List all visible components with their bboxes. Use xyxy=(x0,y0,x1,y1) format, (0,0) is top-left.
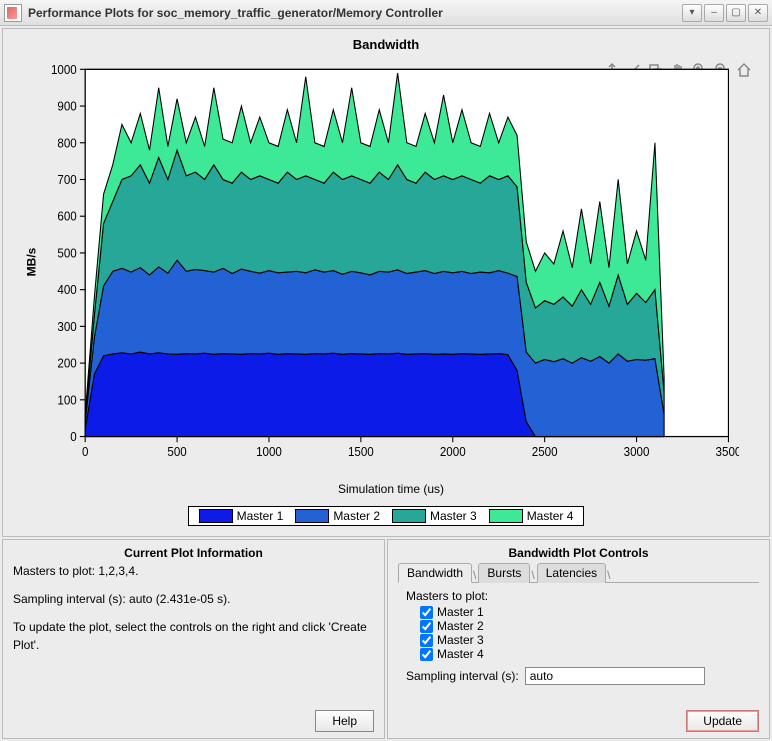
master-checkbox-2[interactable] xyxy=(420,620,433,633)
svg-text:100: 100 xyxy=(57,393,77,407)
legend-label: Master 4 xyxy=(527,509,574,523)
svg-text:500: 500 xyxy=(57,246,77,260)
interval-input[interactable] xyxy=(525,667,705,685)
master-checkbox-1[interactable] xyxy=(420,606,433,619)
info-btn-row: Help xyxy=(13,704,374,732)
maximize-button[interactable]: ▢ xyxy=(726,4,746,22)
x-axis-label: Simulation time (us) xyxy=(338,482,444,496)
svg-text:600: 600 xyxy=(57,209,77,223)
svg-text:1500: 1500 xyxy=(348,444,374,458)
master-label: Master 3 xyxy=(437,633,484,647)
info-line1: Masters to plot: 1,2,3,4. xyxy=(13,562,374,580)
legend-swatch xyxy=(392,509,426,523)
legend-item-0[interactable]: Master 1 xyxy=(193,509,290,523)
tab-bandwidth[interactable]: Bandwidth xyxy=(398,563,472,583)
master-row-2: Master 2 xyxy=(420,619,751,633)
svg-text:2500: 2500 xyxy=(532,444,558,458)
svg-text:700: 700 xyxy=(57,173,77,187)
window-buttons: ▾ – ▢ ✕ xyxy=(682,4,768,22)
info-panel: Current Plot Information Masters to plot… xyxy=(2,539,385,739)
chart-title: Bandwidth xyxy=(13,37,759,52)
legend-item-2[interactable]: Master 3 xyxy=(386,509,483,523)
info-line2: Sampling interval (s): auto (2.431e-05 s… xyxy=(13,590,374,608)
master-checkbox-3[interactable] xyxy=(420,634,433,647)
update-button[interactable]: Update xyxy=(686,710,759,732)
window-title: Performance Plots for soc_memory_traffic… xyxy=(28,6,682,20)
master-row-1: Master 1 xyxy=(420,605,751,619)
legend-item-1[interactable]: Master 2 xyxy=(289,509,386,523)
legend: Master 1 Master 2 Master 3 Master 4 xyxy=(188,506,585,526)
minimize-button[interactable]: – xyxy=(704,4,724,22)
svg-text:800: 800 xyxy=(57,136,77,150)
controls-body: Masters to plot: Master 1Master 2Master … xyxy=(398,587,759,687)
interval-row: Sampling interval (s): xyxy=(406,667,751,685)
legend-swatch xyxy=(489,509,523,523)
plot-panel: Bandwidth MB/s 0500100015002000250030003… xyxy=(2,28,770,537)
svg-text:400: 400 xyxy=(57,283,77,297)
titlebar: Performance Plots for soc_memory_traffic… xyxy=(0,0,772,26)
master-label: Master 4 xyxy=(437,647,484,661)
svg-text:0: 0 xyxy=(82,444,89,458)
legend-label: Master 2 xyxy=(333,509,380,523)
chart-area: MB/s 05001000150020002500300035000100200… xyxy=(43,58,739,466)
dropdown-button[interactable]: ▾ xyxy=(682,4,702,22)
info-title: Current Plot Information xyxy=(13,546,374,560)
svg-text:2000: 2000 xyxy=(440,444,466,458)
tab-latencies[interactable]: Latencies xyxy=(537,563,606,583)
master-row-4: Master 4 xyxy=(420,647,751,661)
interval-label: Sampling interval (s): xyxy=(406,669,519,683)
content: Bandwidth MB/s 0500100015002000250030003… xyxy=(0,26,772,741)
master-label: Master 2 xyxy=(437,619,484,633)
master-label: Master 1 xyxy=(437,605,484,619)
svg-text:3000: 3000 xyxy=(624,444,650,458)
window-root: Performance Plots for soc_memory_traffic… xyxy=(0,0,772,741)
legend-label: Master 1 xyxy=(237,509,284,523)
svg-text:300: 300 xyxy=(57,320,77,334)
svg-text:900: 900 xyxy=(57,99,77,113)
svg-text:1000: 1000 xyxy=(256,444,282,458)
close-button[interactable]: ✕ xyxy=(748,4,768,22)
bottom-row: Current Plot Information Masters to plot… xyxy=(2,539,770,739)
controls-tabs: Bandwidth\Bursts\Latencies\ xyxy=(398,562,759,583)
legend-item-3[interactable]: Master 4 xyxy=(483,509,580,523)
svg-text:200: 200 xyxy=(57,356,77,370)
legend-swatch xyxy=(295,509,329,523)
controls-title: Bandwidth Plot Controls xyxy=(398,546,759,560)
info-line3: To update the plot, select the controls … xyxy=(13,618,374,654)
chart-svg: 0 500 1000 1500 2000 2500 3000 3500 0 100 200 300 40… xyxy=(43,58,739,466)
help-button[interactable]: Help xyxy=(315,710,374,732)
masters-label: Masters to plot: xyxy=(406,589,751,603)
info-text: Masters to plot: 1,2,3,4. Sampling inter… xyxy=(13,562,374,664)
svg-text:0: 0 xyxy=(70,430,77,444)
tab-bursts[interactable]: Bursts xyxy=(478,563,530,583)
svg-text:1000: 1000 xyxy=(51,62,77,76)
controls-btn-row: Update xyxy=(398,704,759,732)
controls-panel: Bandwidth Plot Controls Bandwidth\Bursts… xyxy=(387,539,770,739)
svg-text:500: 500 xyxy=(167,444,187,458)
y-axis-label: MB/s xyxy=(24,248,38,277)
masters-list: Master 1Master 2Master 3Master 4 xyxy=(406,605,751,661)
legend-label: Master 3 xyxy=(430,509,477,523)
svg-text:3500: 3500 xyxy=(716,444,739,458)
app-icon xyxy=(4,4,22,22)
legend-swatch xyxy=(199,509,233,523)
master-row-3: Master 3 xyxy=(420,633,751,647)
master-checkbox-4[interactable] xyxy=(420,648,433,661)
